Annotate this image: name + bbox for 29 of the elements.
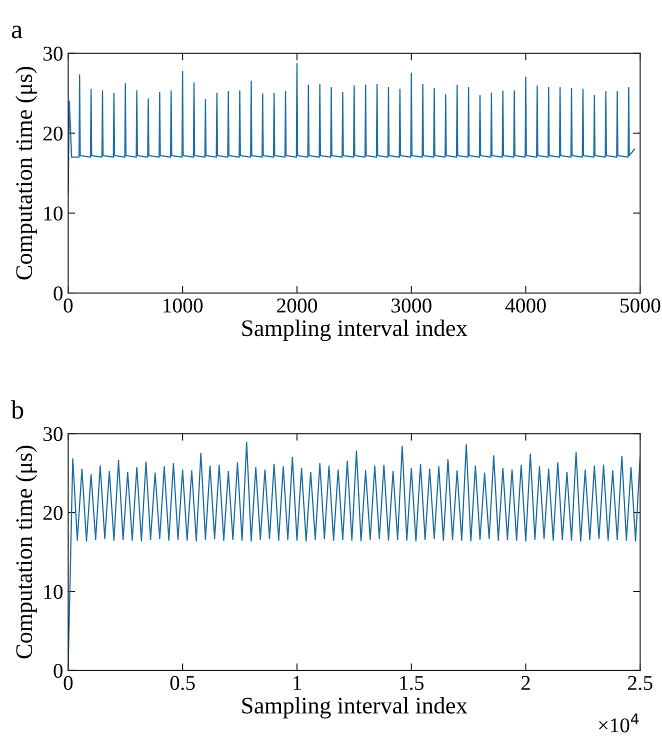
x-tick-label: 4000 [505,298,546,313]
chart-title: b [10,400,24,419]
text: ×10$^{4}$ [599,714,639,732]
x-tick-label: 0.5 [170,676,195,690]
y-tick-label: 20 [43,506,63,520]
y-tick-label: 30 [43,427,63,442]
x-tick-label: 0 [64,676,73,690]
y-tick-label: 10 [44,584,63,599]
x-axis-title: Sampling interval index [242,696,468,718]
x-axis-title: Sampling interval index [242,320,468,342]
y-tick-label: 0 [54,286,63,300]
x-tick-label: 3000 [392,298,432,313]
x-tick-label: 2 [521,676,530,690]
x-tick-label: 1 [294,676,301,690]
y-axis-title: Computation time (μs) [16,66,37,280]
y-tick-label: 0 [54,664,63,678]
line-series [68,63,636,194]
y-axis-title: Computation time (μs) [16,446,37,658]
x-tick-label: 0 [64,298,73,313]
y-tick-label: 20 [43,126,63,141]
x-tick-label: 1.5 [400,676,424,690]
x-tick-label: 2.5 [628,676,652,690]
y-tick-label: 30 [43,46,63,61]
chart-title: a [12,26,22,38]
x-tick-label: 1000 [164,298,203,313]
y-tick-label: 10 [44,206,63,221]
x-tick-label: 2000 [277,298,318,313]
x-tick-label: 5000 [620,298,660,313]
line-series [68,442,640,668]
